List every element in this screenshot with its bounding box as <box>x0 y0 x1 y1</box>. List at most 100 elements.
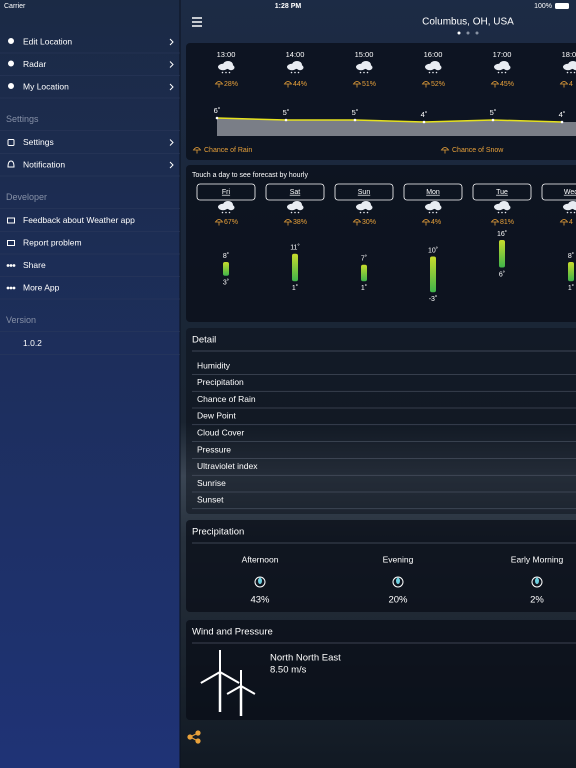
rain-chance: 45% <box>500 81 514 88</box>
weather-icon <box>287 61 304 74</box>
menu-button[interactable] <box>192 17 202 27</box>
menu-item[interactable]: Feedback about Weather app <box>23 215 135 225</box>
temperature-line <box>216 117 563 123</box>
day-button[interactable] <box>541 183 576 201</box>
carrier: Carrier <box>4 3 26 10</box>
detail-row: Cloud Cover <box>197 427 244 437</box>
flake <box>497 71 500 74</box>
weather-icon <box>287 201 304 214</box>
day-label[interactable]: Sat <box>290 189 301 196</box>
day-chance: 67% <box>224 219 238 226</box>
flake <box>366 71 369 74</box>
panel <box>186 328 576 514</box>
rain-icon <box>490 219 500 226</box>
chevron <box>169 38 174 46</box>
menu-item[interactable]: 1.0.2 <box>23 338 42 348</box>
high-label: 16˚ <box>497 230 507 238</box>
low-label: -3˚ <box>429 295 438 303</box>
dot <box>9 286 13 290</box>
section-title: Version <box>6 315 36 325</box>
blade <box>226 685 242 695</box>
day-button[interactable] <box>196 183 256 201</box>
menu-item[interactable]: My Location <box>23 81 69 91</box>
menu-item[interactable]: Notification <box>23 159 65 169</box>
umbrella <box>214 219 224 223</box>
drop-icon <box>531 576 543 588</box>
cloud <box>434 204 442 211</box>
section-title: Settings <box>6 114 39 124</box>
umbrella <box>192 147 202 151</box>
envelope <box>7 240 15 246</box>
day-button[interactable] <box>334 183 394 201</box>
weather-icon <box>425 61 442 74</box>
blade <box>240 685 256 695</box>
menu-icon <box>7 139 15 146</box>
menu-item[interactable]: More App <box>23 282 60 292</box>
rain-icon <box>214 219 224 226</box>
cloud <box>227 64 235 71</box>
rain-icon <box>192 147 202 154</box>
temperature-point <box>284 118 288 122</box>
period-name: Afternoon <box>242 554 279 564</box>
menu-icon <box>7 217 15 224</box>
cloud <box>572 204 576 211</box>
umbrella <box>283 81 293 85</box>
flake <box>294 71 296 74</box>
flake <box>297 71 300 74</box>
dot <box>9 264 13 267</box>
menu-item[interactable]: Edit Location <box>23 36 72 46</box>
day-label[interactable]: Sun <box>358 189 371 196</box>
bell <box>7 160 15 168</box>
temperature-point <box>353 118 357 122</box>
rain-icon <box>490 81 500 88</box>
cloud <box>296 64 304 71</box>
detail-row: Sunrise <box>197 478 226 488</box>
menu-item[interactable]: Report problem <box>23 237 82 247</box>
rain-icon <box>559 81 569 88</box>
rain-icon <box>352 81 362 88</box>
rain-icon <box>440 147 450 154</box>
high-label: 8˚ <box>568 252 574 260</box>
flake <box>228 211 231 214</box>
menu-item[interactable]: Radar <box>23 59 46 69</box>
day-label[interactable]: Tue <box>496 189 508 196</box>
node <box>195 730 201 736</box>
day-button[interactable] <box>472 183 532 201</box>
flake <box>221 71 224 74</box>
period-value: 43% <box>250 595 270 606</box>
panel-title: Wind and Pressure <box>192 627 273 638</box>
share-button[interactable] <box>187 730 201 744</box>
flake <box>428 71 431 74</box>
ring <box>254 576 266 588</box>
menu-item[interactable]: Share <box>23 260 46 270</box>
day-button[interactable] <box>265 183 325 201</box>
detail-row: Chance of Rain <box>197 394 256 404</box>
menu-icon <box>8 83 14 89</box>
hint: Touch a day to see forecast by hourly <box>192 172 308 179</box>
day-label[interactable]: Mon <box>426 189 440 196</box>
day-button[interactable] <box>403 183 463 201</box>
detail-row: Ultraviolet index <box>197 461 258 471</box>
day-label[interactable]: Wed <box>564 189 576 196</box>
high-label: 11˚ <box>290 244 300 252</box>
ring <box>392 576 404 588</box>
weather-icon <box>494 61 511 74</box>
menu-item[interactable]: Settings <box>23 137 54 147</box>
umbrella <box>559 81 569 85</box>
umbrella <box>214 81 224 85</box>
low-label: 6˚ <box>499 270 505 278</box>
temperature-label: 4˚ <box>421 110 428 119</box>
temperature-label: 5˚ <box>283 108 290 117</box>
envelope <box>7 217 15 224</box>
rain-chance: 28% <box>224 81 238 88</box>
flake <box>573 71 576 74</box>
wind-direction: North North East <box>270 653 341 664</box>
flake <box>290 71 293 74</box>
flake <box>290 211 293 214</box>
temperature-range-bar <box>361 264 367 282</box>
temperature-range-bar <box>499 240 505 268</box>
umbrella <box>490 81 500 85</box>
day-label[interactable]: Fri <box>222 189 231 196</box>
wind-speed: 8.50 m/s <box>270 665 307 676</box>
hour-label: 17:00 <box>493 50 512 59</box>
